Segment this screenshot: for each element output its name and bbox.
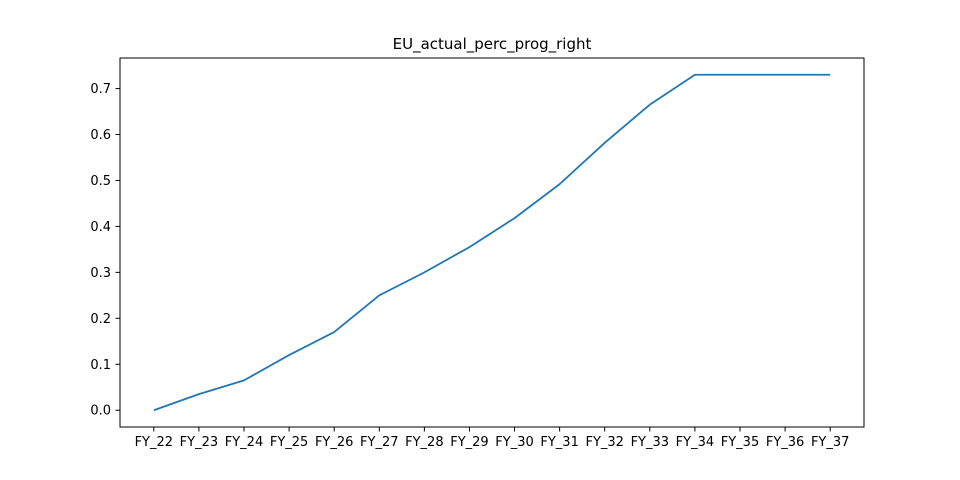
x-tick-label-FY_33: FY_33 [631, 435, 669, 450]
y-tick-label-0.6: 0.6 [90, 128, 111, 143]
x-tick-label-FY_27: FY_27 [360, 435, 398, 450]
x-tick-label-FY_26: FY_26 [315, 435, 353, 450]
x-tick-label-FY_35: FY_35 [721, 435, 759, 450]
x-tick-label-FY_37: FY_37 [811, 435, 849, 450]
y-tick-label-0.5: 0.5 [90, 174, 111, 189]
x-tick-label-FY_28: FY_28 [405, 435, 443, 450]
x-tick-label-FY_29: FY_29 [450, 435, 488, 450]
y-tick-label-0.2: 0.2 [90, 312, 111, 327]
y-tick-label-0.3: 0.3 [90, 266, 111, 281]
x-tick-label-FY_23: FY_23 [180, 435, 218, 450]
x-tick-label-FY_31: FY_31 [540, 435, 578, 450]
y-tick-label-0.7: 0.7 [90, 82, 111, 97]
y-tick-label-0.4: 0.4 [90, 220, 111, 235]
plot-frame [119, 57, 865, 428]
series-line-0 [153, 73, 831, 412]
plot-area: FY_22 FY_23 FY_24 FY_25 FY_26 FY_27 FY_28 FY_29… [90, 57, 865, 450]
x-tick-label-FY_34: FY_34 [676, 435, 714, 450]
x-tick-label-FY_24: FY_24 [225, 435, 263, 450]
x-tick-label-FY_36: FY_36 [766, 435, 804, 450]
x-tick-label-FY_25: FY_25 [270, 435, 308, 450]
x-tick-label-FY_32: FY_32 [585, 435, 623, 450]
x-tick-label-FY_30: FY_30 [495, 435, 533, 450]
x-tick-label-FY_22: FY_22 [135, 435, 173, 450]
chart-title: EU_actual_perc_prog_right [393, 35, 592, 54]
y-tick-label-0.1: 0.1 [90, 358, 111, 373]
y-tick-label-0.0: 0.0 [90, 404, 111, 419]
